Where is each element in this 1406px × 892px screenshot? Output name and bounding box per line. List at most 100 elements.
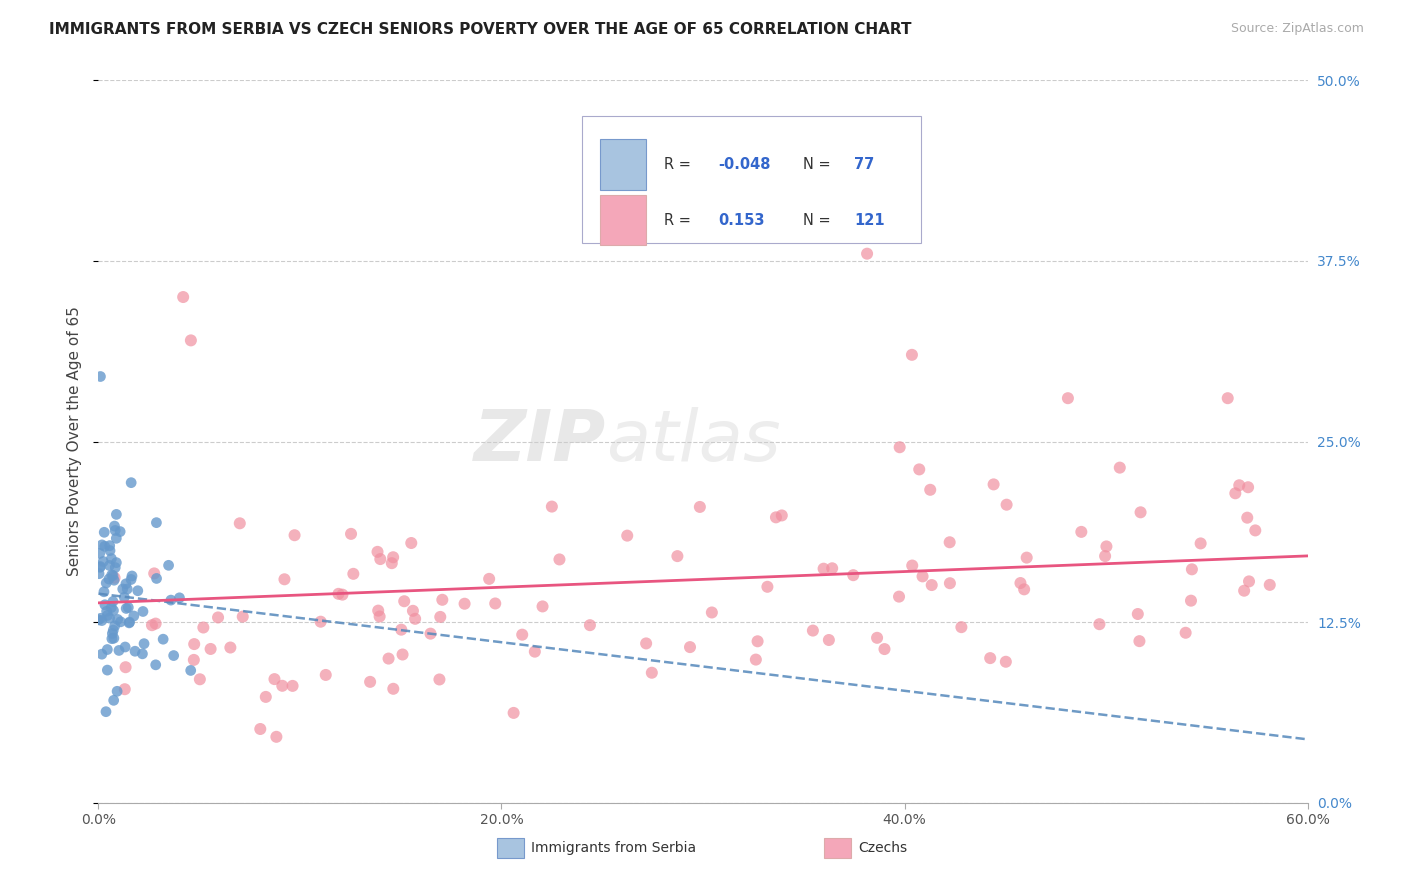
Point [745,652,768,666]
Point [939,576,962,591]
Point [122,609,145,624]
Point [112,591,135,605]
Point [309,615,332,629]
Point [110,615,132,629]
Point [93,584,115,599]
Point [392,594,415,608]
Point [432,592,454,607]
Point [747,634,769,648]
Point [89,546,111,560]
Text: IMMIGRANTS FROM SERBIA VS CZECH SENIORS POVERTY OVER THE AGE OF 65 CORRELATION C: IMMIGRANTS FROM SERBIA VS CZECH SENIORS … [49,22,911,37]
Point [1010,576,1032,591]
Point [1189,536,1212,550]
Point [172,290,194,304]
Point [232,609,254,624]
Point [453,597,475,611]
Point [636,636,658,650]
Point [1180,593,1202,607]
Point [1236,510,1258,524]
Point [679,640,702,654]
Point [94,598,117,612]
Point [108,643,131,657]
Point [127,583,149,598]
Point [145,657,167,672]
Point [105,556,128,570]
Point [97,572,120,586]
Point [1227,478,1250,492]
Point [141,618,163,632]
Point [103,573,125,587]
Point [183,637,205,651]
Point [105,508,128,522]
Point [901,558,924,573]
Point [96,604,118,618]
Point [389,623,412,637]
Point [98,539,121,553]
Point [636,174,658,188]
Point [920,483,942,497]
Point [266,730,288,744]
Point [104,619,127,633]
Point [1181,562,1204,576]
Point [1216,391,1239,405]
Point [641,665,664,680]
FancyBboxPatch shape [824,838,851,858]
Point [866,631,889,645]
Point [770,508,793,523]
Text: N =: N = [803,157,835,172]
Point [193,620,215,634]
Point [115,582,138,596]
Point [188,673,211,687]
Point [131,647,153,661]
Point [1126,607,1149,621]
Point [157,558,180,573]
Point [101,568,124,582]
Point [419,626,441,640]
Text: 0.153: 0.153 [718,212,765,227]
Point [911,569,934,583]
Point [842,568,865,582]
Point [765,510,787,524]
Point [502,706,524,720]
Point [367,545,389,559]
Point [101,594,124,608]
Point [579,618,602,632]
Point [666,549,689,563]
Point [93,525,115,540]
Point [169,591,191,605]
Point [284,528,307,542]
Point [89,559,111,574]
Point [103,623,125,637]
Text: R =: R = [664,212,696,227]
Point [983,477,1005,491]
Point [1088,617,1111,632]
Point [377,651,399,665]
Point [111,582,134,596]
Point [101,626,124,640]
Point [103,571,125,585]
Point [200,642,222,657]
Point [938,535,960,549]
Point [145,616,167,631]
Point [103,519,125,533]
Point [401,536,423,550]
Point [101,632,124,646]
Point [98,543,121,558]
Point [229,516,252,531]
Y-axis label: Seniors Poverty Over the Age of 65: Seniors Poverty Over the Age of 65 [67,307,83,576]
Point [1225,486,1247,500]
Point [1108,460,1130,475]
Point [950,620,973,634]
Point [120,573,142,587]
Point [219,640,242,655]
Point [90,614,112,628]
FancyBboxPatch shape [582,117,921,243]
Text: Czechs: Czechs [858,841,907,855]
Point [813,562,835,576]
Point [315,668,337,682]
Point [89,369,111,384]
Point [100,551,122,566]
Text: 121: 121 [855,212,884,227]
Point [114,640,136,654]
Text: Immigrants from Serbia: Immigrants from Serbia [531,841,696,855]
